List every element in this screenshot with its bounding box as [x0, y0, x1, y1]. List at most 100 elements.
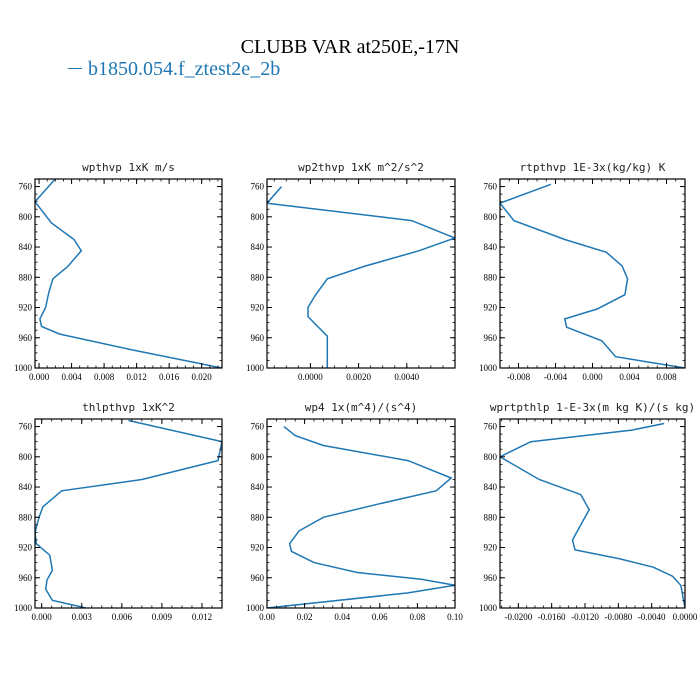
y-tick-label: 1000 — [14, 363, 33, 373]
x-tick-label: -0.0120 — [571, 612, 599, 622]
x-tick-label: -0.0200 — [504, 612, 532, 622]
y-tick-label: 920 — [484, 543, 498, 553]
y-tick-label: 880 — [484, 272, 498, 282]
x-tick-label: 0.02 — [297, 612, 313, 622]
y-tick-label: 840 — [251, 482, 265, 492]
y-tick-label: 920 — [19, 303, 33, 313]
series-line — [267, 426, 455, 608]
y-tick-label: 1000 — [479, 603, 498, 613]
y-tick-label: 800 — [484, 212, 498, 222]
panel-1: wpthvp 1xK m/s76080084088092096010000.00… — [14, 161, 223, 382]
x-tick-label: 0.012 — [127, 372, 147, 382]
panel-title: wp4 1x(m^4)/(s^4) — [305, 401, 418, 414]
legend-label: b1850.054.f_ztest2e_2b — [88, 58, 281, 80]
panel-title: wp2thvp 1xK m^2/s^2 — [298, 161, 424, 174]
x-tick-label: 0.008 — [94, 372, 115, 382]
x-tick-label: 0.0020 — [346, 372, 371, 382]
figure-title: CLUBB VAR at250E,-17N — [240, 36, 460, 58]
y-tick-label: 920 — [19, 543, 33, 553]
y-tick-label: 1000 — [246, 363, 265, 373]
y-tick-label: 840 — [484, 242, 498, 252]
y-tick-label: 960 — [251, 573, 265, 583]
series-line — [500, 183, 685, 368]
y-tick-label: 840 — [251, 242, 265, 252]
legend-line-swatch — [68, 67, 82, 69]
panel-title: thlpthvp 1xK^2 — [82, 401, 175, 414]
y-tick-label: 800 — [251, 212, 265, 222]
series-line — [500, 422, 685, 608]
panel-title: wprtpthlp 1-E-3x(m kg K)/(s kg) — [490, 401, 695, 414]
x-tick-label: 0.0000 — [673, 612, 698, 622]
x-tick-label: 0.000 — [582, 372, 603, 382]
x-tick-label: 0.012 — [192, 612, 212, 622]
y-tick-label: 840 — [19, 482, 33, 492]
series-line — [267, 186, 455, 368]
x-tick-label: 0.06 — [372, 612, 388, 622]
panel-frame — [34, 418, 223, 609]
y-tick-label: 960 — [484, 333, 498, 343]
y-tick-label: 960 — [251, 333, 265, 343]
x-tick-label: 0.00 — [259, 612, 275, 622]
y-tick-label: 960 — [19, 333, 33, 343]
y-tick-label: 920 — [251, 543, 265, 553]
y-tick-label: 800 — [251, 452, 265, 462]
panel-title: rtpthvp 1E-3x(kg/kg) K — [520, 161, 666, 174]
x-tick-label: -0.0040 — [638, 612, 666, 622]
x-tick-label: 0.0000 — [298, 372, 323, 382]
x-tick-label: 0.04 — [334, 612, 350, 622]
y-tick-label: 960 — [19, 573, 33, 583]
y-tick-label: 880 — [251, 512, 265, 522]
y-tick-label: 840 — [19, 242, 33, 252]
x-tick-label: 0.08 — [410, 612, 426, 622]
y-tick-label: 1000 — [479, 363, 498, 373]
series-line — [35, 179, 222, 368]
panel-frame — [499, 418, 686, 609]
panel-frame — [499, 178, 686, 369]
x-tick-label: 0.0040 — [394, 372, 419, 382]
y-tick-label: 760 — [19, 422, 33, 432]
x-tick-label: 0.000 — [32, 612, 53, 622]
y-tick-label: 800 — [19, 212, 33, 222]
y-tick-label: 1000 — [246, 603, 265, 613]
panel-3: rtpthvp 1E-3x(kg/kg) K 760 800 840 880 920 960… — [479, 161, 686, 382]
y-tick-label: 920 — [484, 303, 498, 313]
panel-frame — [34, 178, 223, 369]
y-tick-label: 880 — [251, 272, 265, 282]
x-tick-label: 0.008 — [656, 372, 677, 382]
panel-frame — [266, 178, 456, 369]
y-tick-label: 760 — [251, 422, 265, 432]
y-tick-label: 840 — [484, 482, 498, 492]
x-tick-label: 0.006 — [112, 612, 133, 622]
y-tick-label: 760 — [251, 182, 265, 192]
x-tick-label: 0.004 — [619, 372, 640, 382]
y-tick-label: 760 — [484, 422, 498, 432]
y-tick-label: 880 — [484, 512, 498, 522]
y-tick-label: 960 — [484, 573, 498, 583]
y-tick-label: 1000 — [14, 603, 33, 613]
y-tick-label: 800 — [484, 452, 498, 462]
panel-4: thlpthvp 1xK^276080084088092096010000.00… — [14, 401, 223, 622]
panel-2: wp2thvp 1xK m^2/s^2 760 800 840 880 920 960 100… — [246, 161, 456, 382]
x-tick-label: 0.000 — [29, 372, 50, 382]
legend: b1850.054.f_ztest2e_2b — [68, 58, 280, 81]
panel-6: wprtpthlp 1-E-3x(m kg K)/(s kg) 760 800 840… — [479, 401, 698, 622]
x-tick-label: -0.0080 — [604, 612, 632, 622]
x-tick-label: 0.003 — [72, 612, 93, 622]
y-tick-label: 920 — [251, 303, 265, 313]
y-tick-label: 880 — [19, 272, 33, 282]
x-tick-label: 0.016 — [159, 372, 180, 382]
x-tick-label: -0.008 — [507, 372, 531, 382]
x-tick-label: -0.004 — [544, 372, 568, 382]
x-tick-label: 0.020 — [192, 372, 213, 382]
panel-5: wp4 1x(m^4)/(s^4)76080084088092096010000… — [246, 401, 463, 622]
x-tick-label: 0.10 — [447, 612, 463, 622]
y-tick-label: 760 — [19, 182, 33, 192]
series-line — [35, 419, 222, 608]
y-tick-label: 880 — [19, 512, 33, 522]
x-tick-label: 0.004 — [61, 372, 82, 382]
x-tick-label: -0.0160 — [538, 612, 566, 622]
y-tick-label: 760 — [484, 182, 498, 192]
x-tick-label: 0.009 — [152, 612, 173, 622]
